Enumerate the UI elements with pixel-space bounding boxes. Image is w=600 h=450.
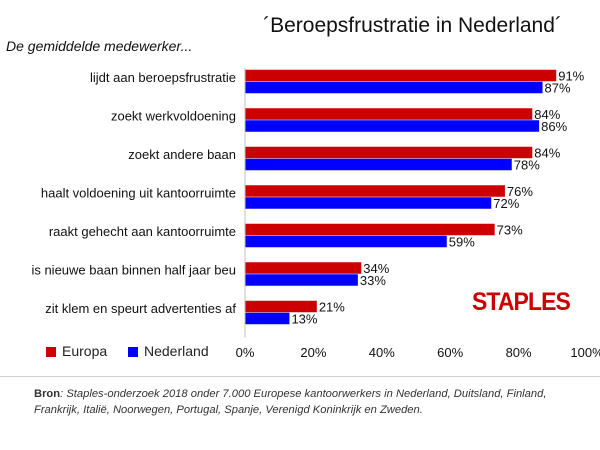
x-tick-label: 0%	[236, 345, 255, 360]
bar-europa	[245, 69, 557, 82]
category-label: raakt gehecht aan kantoorruimte	[49, 224, 236, 239]
bar-nederland	[245, 158, 512, 171]
bar-chart: lijdt aan beroepsfrustratie 91%87% zoekt w…	[31, 68, 600, 360]
x-tick-label: 100%	[570, 345, 600, 360]
chart-title: ´Beroepsfrustratie in Nederland´	[263, 14, 562, 37]
bar-nederland	[245, 120, 540, 132]
data-label: 87%	[545, 80, 571, 95]
bar-europa	[245, 262, 362, 274]
category-label: zoekt werkvoldoening	[111, 108, 236, 123]
bar-europa	[245, 108, 533, 120]
x-tick-label: 20%	[300, 345, 326, 360]
data-label: 21%	[319, 299, 345, 314]
data-label: 78%	[514, 157, 540, 172]
category-label: zoekt andere baan	[128, 147, 236, 162]
category-label: zit klem en speurt advertenties af	[45, 301, 236, 316]
data-label: 59%	[449, 234, 475, 249]
data-label: 34%	[363, 261, 389, 276]
data-label: 13%	[291, 311, 317, 326]
data-label: 73%	[497, 222, 523, 237]
category-label: is nieuwe baan binnen half jaar beu	[31, 262, 236, 277]
bar-nederland	[245, 235, 447, 248]
data-label: 84%	[534, 145, 560, 160]
legend-item-nederland: Nederland	[128, 343, 209, 359]
data-label: 91%	[558, 68, 584, 83]
category-label: lijdt aan beroepsfrustratie	[90, 70, 236, 85]
legend-label-nederland: Nederland	[144, 343, 209, 359]
data-label: 84%	[534, 107, 560, 122]
divider	[0, 376, 600, 377]
chart-subtitle: De gemiddelde medewerker...	[6, 38, 193, 54]
legend-item-europa: Europa	[46, 343, 107, 359]
bar-nederland	[245, 312, 290, 325]
bar-nederland	[245, 274, 358, 286]
bar-europa	[245, 223, 495, 236]
source-text: : Staples-onderzoek 2018 onder 7.000 Eur…	[34, 388, 547, 416]
x-tick-label: 40%	[369, 345, 395, 360]
data-label: 72%	[493, 196, 519, 211]
x-tick-label: 60%	[437, 345, 463, 360]
data-label: 76%	[507, 184, 533, 199]
bar-europa	[245, 146, 533, 159]
bar-nederland	[245, 197, 492, 209]
legend-swatch-europa	[46, 347, 56, 357]
data-label: 33%	[360, 273, 386, 288]
bar-nederland	[245, 81, 543, 94]
source-note: Bron: Staples-onderzoek 2018 onder 7.000…	[34, 386, 594, 418]
bar-europa	[245, 300, 317, 313]
source-label: Bron	[34, 388, 61, 400]
bar-europa	[245, 185, 505, 197]
x-tick-label: 80%	[506, 345, 532, 360]
legend-label-europa: Europa	[62, 343, 108, 359]
staples-logo: STAPLES	[472, 288, 571, 316]
data-label: 86%	[541, 119, 567, 134]
legend-swatch-nederland	[128, 347, 138, 357]
category-label: haalt voldoening uit kantoorruimte	[41, 185, 236, 200]
